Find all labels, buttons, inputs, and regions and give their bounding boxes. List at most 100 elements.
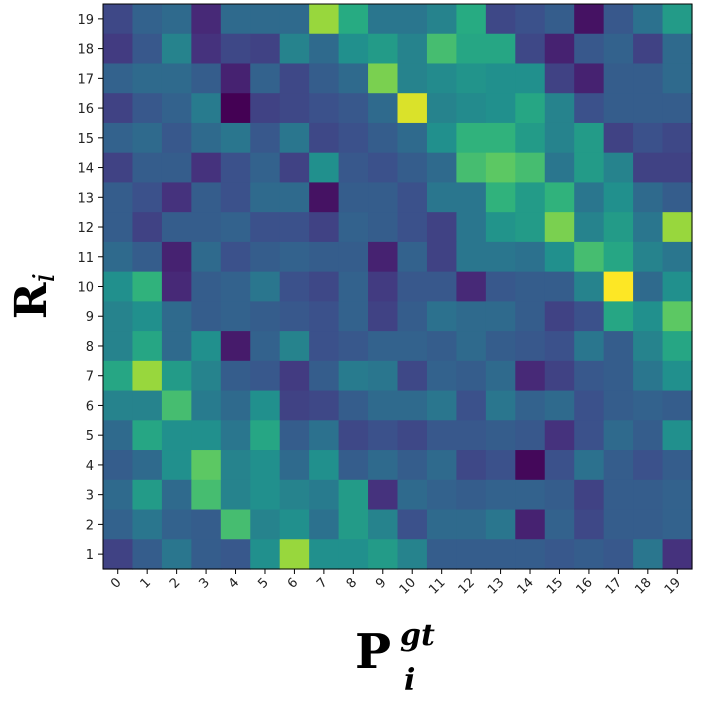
heatmap-cell — [191, 479, 222, 511]
heatmap-cell — [397, 63, 428, 94]
heatmap-cell — [220, 4, 251, 35]
heatmap-cell — [279, 33, 310, 65]
heatmap-cells — [103, 4, 693, 570]
heatmap-cell — [338, 390, 369, 421]
heatmap-cell — [574, 93, 605, 124]
heatmap-cell — [368, 182, 399, 213]
heatmap-cell — [338, 271, 369, 302]
y-tick-label: 10 — [77, 281, 94, 296]
heatmap-cell — [309, 182, 340, 213]
heatmap-cell — [103, 509, 134, 540]
heatmap-cell — [250, 331, 281, 362]
heatmap-cell — [544, 152, 575, 184]
heatmap-cell — [662, 271, 693, 302]
y-tick-label: 13 — [77, 191, 94, 206]
heatmap-cell — [161, 539, 192, 570]
heatmap-cell — [426, 301, 457, 332]
heatmap-cell — [309, 122, 340, 154]
heatmap-cell — [574, 122, 605, 154]
heatmap-cell — [603, 241, 634, 273]
heatmap-cell — [426, 93, 457, 124]
heatmap-cell — [397, 152, 428, 184]
y-tick-label: 15 — [77, 132, 94, 147]
heatmap-cell — [132, 93, 163, 124]
heatmap-cell — [220, 182, 251, 213]
heatmap-cell — [456, 271, 487, 302]
heatmap-cell — [397, 4, 428, 35]
heatmap-cell — [485, 271, 516, 302]
heatmap-cell — [456, 450, 487, 481]
heatmap-cell — [574, 33, 605, 65]
heatmap-cell — [279, 241, 310, 273]
heatmap-cell — [633, 301, 664, 332]
heatmap-cell — [132, 539, 163, 570]
y-axis-title-main: R — [6, 282, 57, 319]
heatmap-cell — [338, 63, 369, 94]
heatmap-cell — [603, 360, 634, 392]
heatmap-cell — [279, 93, 310, 124]
heatmap-cell — [103, 450, 134, 481]
heatmap-cell — [515, 4, 546, 35]
x-tick-label: 13 — [485, 575, 507, 597]
heatmap-cell — [485, 4, 516, 35]
heatmap-cell — [603, 182, 634, 213]
heatmap-cell — [633, 93, 664, 124]
heatmap-cell — [456, 479, 487, 511]
y-tick-label: 7 — [86, 370, 94, 385]
y-tick-label: 11 — [77, 251, 94, 266]
heatmap-cell — [309, 93, 340, 124]
heatmap-cell — [633, 390, 664, 421]
heatmap-cell — [485, 182, 516, 213]
heatmap-cell — [161, 33, 192, 65]
x-axis-title-subscript: i — [404, 663, 415, 698]
heatmap-cell — [161, 93, 192, 124]
heatmap-cell — [574, 182, 605, 213]
heatmap-cell — [397, 122, 428, 154]
heatmap-cell — [574, 331, 605, 362]
y-tick-label: 1 — [86, 548, 94, 563]
heatmap-cell — [338, 33, 369, 65]
heatmap-cell — [250, 390, 281, 421]
heatmap-cell — [574, 539, 605, 570]
heatmap-cell — [309, 301, 340, 332]
heatmap-cell — [161, 360, 192, 392]
heatmap-cell — [456, 420, 487, 451]
heatmap-cell — [485, 390, 516, 421]
heatmap-cell — [456, 360, 487, 392]
heatmap-cell — [515, 331, 546, 362]
heatmap-cell — [515, 539, 546, 570]
heatmap-cell — [103, 390, 134, 421]
y-tick-label: 16 — [77, 102, 94, 117]
heatmap-cell — [515, 301, 546, 332]
x-tick-label: 9 — [373, 575, 389, 591]
heatmap-cell — [368, 212, 399, 243]
heatmap-cell — [250, 212, 281, 243]
heatmap-cell — [544, 360, 575, 392]
y-tick-label: 17 — [77, 72, 94, 87]
heatmap-cell — [397, 271, 428, 302]
heatmap-cell — [191, 271, 222, 302]
heatmap-cell — [132, 479, 163, 511]
x-axis-title: P gt i — [355, 618, 435, 698]
heatmap-cell — [103, 63, 134, 94]
x-tick-label: 1 — [138, 575, 154, 591]
heatmap-cell — [662, 33, 693, 65]
heatmap-cell — [279, 539, 310, 570]
heatmap-cell — [250, 479, 281, 511]
heatmap-cell — [633, 271, 664, 302]
heatmap-cell — [515, 212, 546, 243]
heatmap-cell — [309, 271, 340, 302]
x-tick-label: 10 — [397, 575, 419, 597]
heatmap-cell — [456, 539, 487, 570]
heatmap-cell — [633, 122, 664, 154]
heatmap-cell — [309, 390, 340, 421]
heatmap-cell — [574, 509, 605, 540]
heatmap-cell — [633, 509, 664, 540]
heatmap-cell — [220, 212, 251, 243]
heatmap-cell — [485, 479, 516, 511]
heatmap-cell — [338, 420, 369, 451]
y-tick-label: 12 — [77, 221, 94, 236]
heatmap-cell — [633, 360, 664, 392]
heatmap-cell — [368, 33, 399, 65]
